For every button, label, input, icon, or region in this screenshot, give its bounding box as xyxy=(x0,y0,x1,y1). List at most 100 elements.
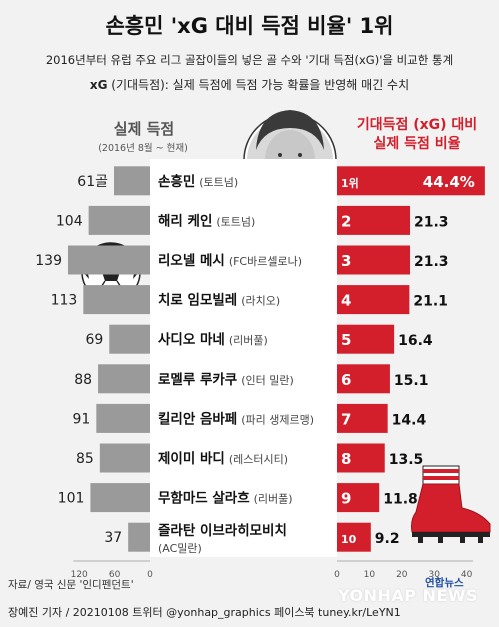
goals-label: 91 xyxy=(72,411,90,427)
goals-label: 139 xyxy=(35,253,62,269)
player-row: 88 로멜루 루카쿠 (인터 밀란) 6 15.1 xyxy=(74,364,428,394)
soccer-boot-icon xyxy=(411,465,491,543)
ratio-bar xyxy=(359,443,385,473)
rank-label: 10 xyxy=(341,533,357,546)
ratio-bar xyxy=(359,285,410,315)
rank-box xyxy=(337,324,359,354)
goals-bar xyxy=(90,483,150,513)
ratio-bar xyxy=(359,324,395,354)
right-axis-tick: 0 xyxy=(334,570,340,580)
goals-bar xyxy=(67,245,150,275)
xg-definition: xG (기대득점): 실제 득점에 득점 가능 확률을 반영해 매긴 수치 xyxy=(0,76,499,93)
goals-bar xyxy=(96,403,150,433)
right-axis-tick: 20 xyxy=(396,570,408,580)
ratio-heading: 기대득점 (xG) 대비 실제 득점 비율 xyxy=(337,116,497,154)
rank-box xyxy=(337,205,359,235)
ratio-label: 11.8 xyxy=(383,492,418,508)
ratio-heading-line2: 실제 득점 비율 xyxy=(373,136,461,152)
rank-label: 9 xyxy=(341,490,351,508)
player-club: (레스터시티) xyxy=(229,453,288,466)
ratio-label: 16.4 xyxy=(398,333,433,349)
rank-box xyxy=(337,522,359,552)
player-club: (FC바르셀로나) xyxy=(229,255,302,268)
rank-label: 2 xyxy=(341,212,351,230)
rank-box xyxy=(337,403,359,433)
page-subtitle: 2016년부터 유럽 주요 리그 골잡이들의 넣은 골 수와 '기대 득점(xG… xyxy=(45,53,454,67)
goals-label: 104 xyxy=(56,213,83,229)
goals-label: 61골 xyxy=(77,174,108,190)
name-column xyxy=(150,159,337,557)
player-name: 리오넬 메시 xyxy=(158,253,225,269)
xg-term: xG xyxy=(89,78,108,92)
player-name-line: 해리 케인 (토트넘) xyxy=(158,212,255,229)
goals-bar xyxy=(98,364,150,394)
goals-label: 69 xyxy=(85,332,103,348)
player-club: (인터 밀란) xyxy=(241,374,294,387)
actual-goals-heading: 실제 득점 xyxy=(113,120,175,138)
player-name-line: 제이미 바디 (레스터시티) xyxy=(158,450,288,467)
goals-label: 37 xyxy=(104,530,122,546)
player-name-line: 치로 임모빌레 (라치오) xyxy=(158,293,280,309)
goals-bar xyxy=(109,324,150,354)
rank-label: 8 xyxy=(341,450,351,468)
player-name-line: 손흥민 (토트넘) xyxy=(158,173,238,190)
source-note: 자료/ 영국 신문 '인디펜던트' xyxy=(8,579,134,591)
player-name: 해리 케인 xyxy=(158,212,212,229)
ratio-label: 21.3 xyxy=(414,254,449,270)
player-row: 113 치로 임모빌레 (라치오) 4 21.1 xyxy=(51,285,448,315)
ratio-label: 14.4 xyxy=(392,412,427,428)
player-name: 즐라탄 이브라히모비치 xyxy=(158,522,287,539)
right-axis-tick: 30 xyxy=(428,570,440,580)
rank-label: 3 xyxy=(341,252,351,270)
page-title: 손흥민 'xG 대비 득점 비율' 1위 xyxy=(105,14,394,38)
left-axis-tick: 0 xyxy=(147,570,153,580)
player-club: (라치오) xyxy=(241,295,280,308)
player-name-line: 킬리안 음바페 (파리 생제르맹) xyxy=(158,410,314,427)
player-name: 사디오 마네 xyxy=(158,332,225,348)
ratio-label: 9.2 xyxy=(375,531,400,547)
ratio-bar xyxy=(359,522,371,552)
player-row: 85 제이미 바디 (레스터시티) 8 13.5 xyxy=(76,443,424,473)
right-axis-tick: 10 xyxy=(364,570,376,580)
player-club: (토트넘) xyxy=(199,176,238,189)
player-row: 101 무함마드 살라흐 (리버풀) 9 11.8 xyxy=(58,483,418,513)
right-axis-tick: 40 xyxy=(461,570,473,580)
goals-label: 88 xyxy=(74,372,92,388)
goals-bar xyxy=(114,166,150,196)
rank-box xyxy=(337,483,359,513)
player-row: 91 킬리안 음바페 (파리 생제르맹) 7 14.4 xyxy=(72,403,427,433)
left-axis-tick: 120 xyxy=(71,570,88,580)
player-club: (파리 생제르맹) xyxy=(241,413,314,426)
ratio-bar xyxy=(359,245,411,275)
player-name-line: 리오넬 메시 (FC바르셀로나) xyxy=(158,253,302,269)
ratio-bar xyxy=(359,205,411,235)
goals-bar xyxy=(99,443,150,473)
rank-box xyxy=(337,245,359,275)
goals-bar xyxy=(128,522,150,552)
player-name: 킬리안 음바페 xyxy=(158,410,237,427)
player-name-line: 로멜루 루카쿠 (인터 밀란) xyxy=(158,372,294,388)
player-row: 37 즐라탄 이브라히모비치 (AC밀란) 10 9.2 xyxy=(104,522,399,555)
rank-label: 4 xyxy=(341,292,351,310)
rank-label: 6 xyxy=(341,371,351,389)
rank-label: 5 xyxy=(341,331,351,349)
yonhap-logo: 연합뉴스 xyxy=(425,577,464,589)
rank-box xyxy=(337,364,359,394)
ratio-heading-line1: 기대득점 (xG) 대비 xyxy=(356,117,478,133)
ratio-bar xyxy=(359,403,388,433)
rank-label: 7 xyxy=(341,410,351,428)
ratio-label: 44.4% xyxy=(423,173,475,191)
player-club: (토트넘) xyxy=(216,215,255,228)
player-name: 치로 임모빌레 xyxy=(158,293,237,309)
player-club: (리버풀) xyxy=(254,493,293,506)
left-axis-tick: 60 xyxy=(109,570,121,580)
player-name: 제이미 바디 xyxy=(158,450,225,467)
ratio-label: 13.5 xyxy=(389,452,424,468)
player-club: (리버풀) xyxy=(229,334,268,347)
player-row: 139 리오넬 메시 (FC바르셀로나) 3 21.3 xyxy=(35,245,449,275)
rank-label: 1위 xyxy=(341,177,359,190)
ratio-bar xyxy=(359,166,485,196)
rank-box xyxy=(337,166,359,196)
